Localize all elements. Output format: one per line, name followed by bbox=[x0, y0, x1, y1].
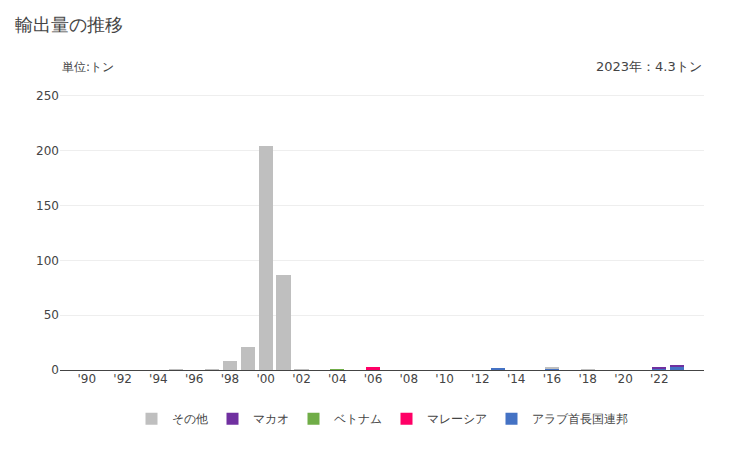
svg-text:輸出量の推移: 輸出量の推移 bbox=[15, 14, 123, 35]
svg-text:'22: '22 bbox=[650, 372, 669, 386]
svg-text:'00: '00 bbox=[256, 372, 275, 386]
svg-text:2023年：4.3トン: 2023年：4.3トン bbox=[596, 59, 702, 74]
svg-text:'20: '20 bbox=[614, 372, 633, 386]
svg-text:単位:トン: 単位:トン bbox=[62, 60, 114, 74]
svg-text:150: 150 bbox=[36, 199, 59, 213]
svg-text:'04: '04 bbox=[328, 372, 347, 386]
svg-text:'14: '14 bbox=[507, 372, 526, 386]
svg-text:その他: その他 bbox=[172, 412, 208, 426]
svg-text:250: 250 bbox=[36, 89, 59, 103]
svg-text:200: 200 bbox=[36, 144, 59, 158]
svg-text:'10: '10 bbox=[435, 372, 454, 386]
svg-text:'98: '98 bbox=[221, 372, 240, 386]
svg-text:'96: '96 bbox=[185, 372, 204, 386]
svg-text:'94: '94 bbox=[149, 372, 168, 386]
svg-text:マレーシア: マレーシア bbox=[427, 412, 487, 426]
svg-text:'08: '08 bbox=[400, 372, 419, 386]
svg-text:ベトナム: ベトナム bbox=[334, 412, 382, 426]
svg-text:'18: '18 bbox=[578, 372, 597, 386]
svg-text:アラブ首長国連邦: アラブ首長国連邦 bbox=[532, 412, 628, 426]
svg-text:'92: '92 bbox=[113, 372, 132, 386]
svg-text:100: 100 bbox=[36, 254, 59, 268]
svg-text:マカオ: マカオ bbox=[253, 412, 289, 426]
svg-text:'02: '02 bbox=[292, 372, 311, 386]
svg-text:'06: '06 bbox=[364, 372, 383, 386]
svg-text:50: 50 bbox=[44, 308, 59, 322]
svg-text:'16: '16 bbox=[543, 372, 562, 386]
svg-text:'90: '90 bbox=[78, 372, 97, 386]
svg-text:0: 0 bbox=[51, 363, 59, 377]
svg-text:'12: '12 bbox=[471, 372, 490, 386]
